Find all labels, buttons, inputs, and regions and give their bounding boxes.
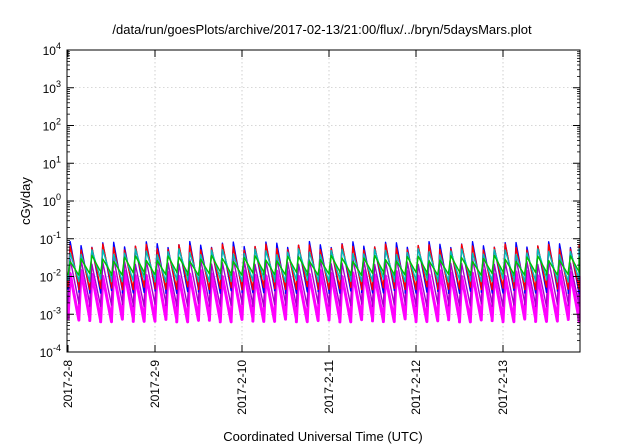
y-tick-label: 101	[43, 154, 61, 171]
chart-title: /data/run/goesPlots/archive/2017-02-13/2…	[112, 22, 532, 37]
x-axis: 2017-2-8 2017-2-9 2017-2-10 2017-2-11 2017-2…	[61, 50, 510, 415]
y-tick-label: 10-3	[40, 305, 61, 322]
x-tick-label: 2017-2-8	[61, 360, 75, 408]
series-line	[67, 248, 580, 283]
y-tick-label: 10-4	[40, 343, 61, 360]
series-line	[67, 254, 580, 277]
series-line	[67, 257, 580, 308]
y-axis-title: cGy/day	[18, 177, 33, 225]
x-tick-label: 2017-2-11	[322, 360, 336, 414]
series-line	[67, 243, 580, 291]
x-tick-label: 2017-2-10	[235, 360, 249, 415]
y-tick-label: 103	[43, 79, 61, 96]
y-axis: 10-4 10-3 10-2 10-1 100 101 102 103 104	[40, 41, 580, 360]
x-tick-label: 2017-2-12	[409, 360, 423, 415]
y-tick-label: 102	[43, 117, 61, 134]
series-group	[66, 240, 581, 324]
x-tick-label: 2017-2-13	[496, 360, 510, 415]
x-axis-title: Coordinated Universal Time (UTC)	[223, 429, 422, 444]
y-tick-label: 10-2	[40, 268, 61, 285]
x-tick-label: 2017-2-9	[148, 360, 162, 408]
y-tick-label: 104	[43, 41, 61, 58]
y-tick-label: 10-1	[40, 230, 61, 247]
y-tick-label: 100	[43, 192, 61, 209]
series-line	[66, 268, 581, 324]
series-line	[67, 240, 580, 295]
